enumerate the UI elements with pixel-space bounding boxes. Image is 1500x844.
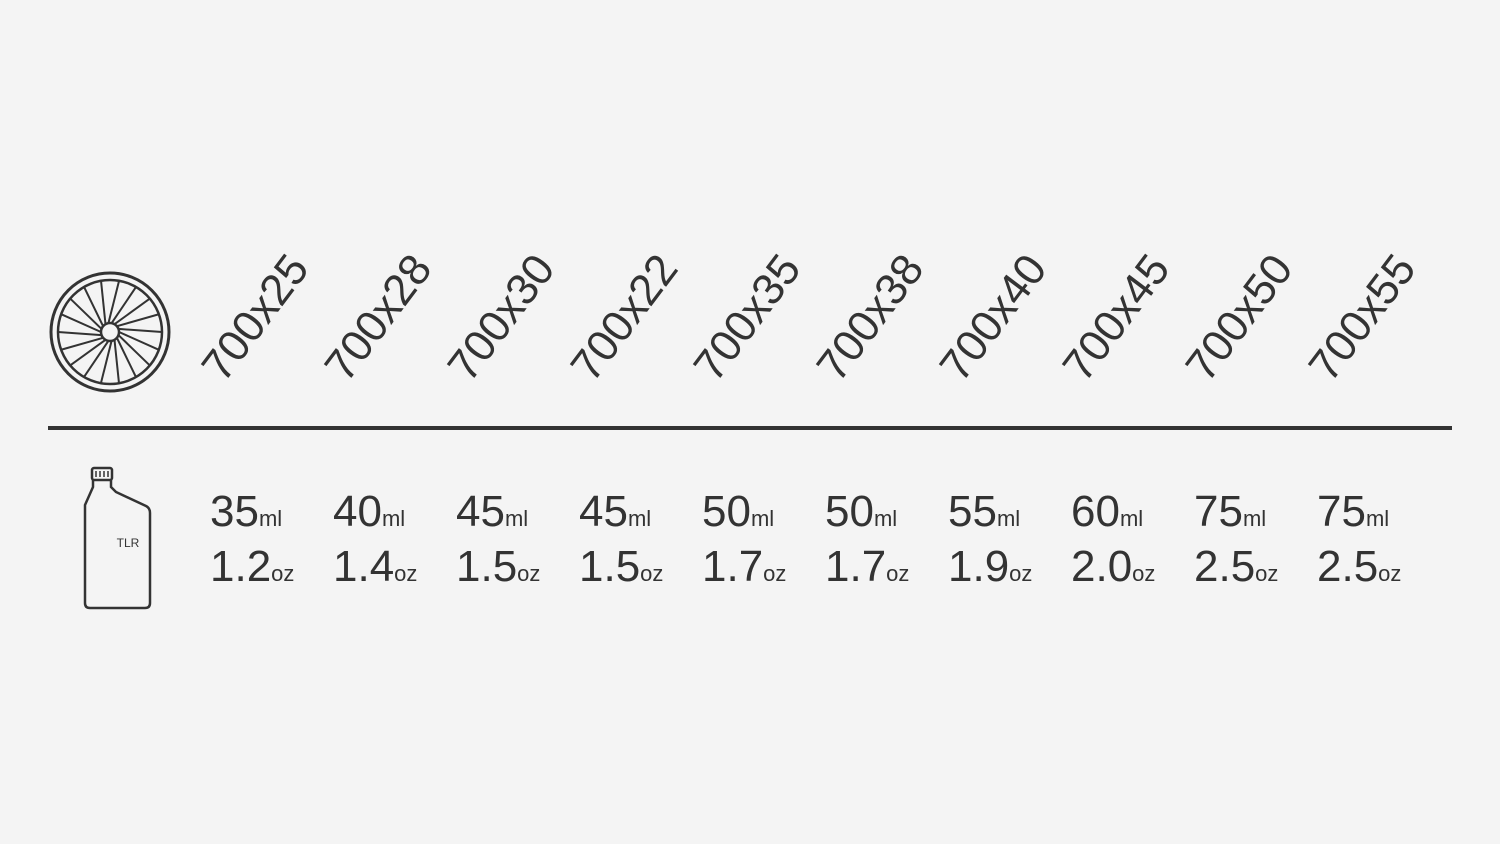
oz-value: 2.0: [1071, 542, 1133, 591]
ml-value: 45: [456, 487, 505, 536]
amount-ml: 35ml: [210, 490, 282, 534]
spoke: [69, 297, 103, 330]
amount-ml: 50ml: [825, 490, 897, 534]
spoke: [115, 337, 137, 378]
oz-value: 1.5: [579, 542, 641, 591]
sealant-bottle-icon: TLR: [83, 466, 152, 610]
ml-value: 35: [210, 487, 259, 536]
tire-size-label: 700x35: [684, 245, 811, 391]
oz-value: 1.9: [948, 542, 1010, 591]
amount-ml: 55ml: [948, 490, 1020, 534]
ml-value: 45: [579, 487, 628, 536]
spoke: [57, 330, 102, 337]
amount-oz: 1.7oz: [825, 545, 909, 589]
ml-unit: ml: [873, 506, 898, 531]
amount-oz: 1.5oz: [456, 545, 540, 589]
amount-ml: 45ml: [456, 490, 528, 534]
amount-ml: 75ml: [1194, 490, 1266, 534]
oz-unit: oz: [763, 561, 787, 586]
bottle-label: TLR: [117, 536, 140, 550]
spoke: [116, 313, 160, 328]
amount-ml: 75ml: [1317, 490, 1389, 534]
tire-size-label: 700x50: [1176, 245, 1303, 391]
amount-ml: 40ml: [333, 490, 405, 534]
spoke: [118, 327, 163, 334]
spoke: [60, 336, 104, 351]
amount-oz: 2.5oz: [1317, 545, 1401, 589]
ml-unit: ml: [504, 506, 529, 531]
ml-unit: ml: [258, 506, 283, 531]
amount-ml: 45ml: [579, 490, 651, 534]
ml-unit: ml: [750, 506, 775, 531]
spoke: [118, 331, 160, 351]
ml-value: 40: [333, 487, 382, 536]
amount-ml: 60ml: [1071, 490, 1143, 534]
amount-oz: 1.9oz: [948, 545, 1032, 589]
oz-unit: oz: [886, 561, 910, 586]
ml-value: 75: [1317, 487, 1366, 536]
ml-value: 75: [1194, 487, 1243, 536]
spoke: [99, 340, 113, 384]
divider-line: [48, 426, 1452, 430]
spoke: [107, 280, 121, 324]
spoke: [113, 339, 120, 384]
spoke: [83, 286, 105, 327]
spoke: [113, 297, 151, 326]
oz-unit: oz: [517, 561, 541, 586]
oz-unit: oz: [1255, 561, 1279, 586]
amount-oz: 2.0oz: [1071, 545, 1155, 589]
ml-unit: ml: [381, 506, 406, 531]
ml-unit: ml: [1365, 506, 1390, 531]
spoke: [100, 280, 107, 325]
amount-oz: 2.5oz: [1194, 545, 1278, 589]
tire-size-label: 700x38: [807, 245, 934, 391]
spoke: [69, 338, 107, 367]
oz-unit: oz: [1132, 561, 1156, 586]
amount-ml: 50ml: [702, 490, 774, 534]
ml-value: 60: [1071, 487, 1120, 536]
tire-size-label: 700x22: [561, 245, 688, 391]
amount-oz: 1.4oz: [333, 545, 417, 589]
ml-value: 50: [825, 487, 874, 536]
oz-unit: oz: [1009, 561, 1033, 586]
tire-size-label: 700x30: [438, 245, 565, 391]
tire-size-label: 700x40: [930, 245, 1057, 391]
tire-size-label: 700x45: [1053, 245, 1180, 391]
oz-unit: oz: [640, 561, 664, 586]
oz-unit: oz: [271, 561, 295, 586]
oz-unit: oz: [394, 561, 418, 586]
oz-value: 2.5: [1194, 542, 1256, 591]
ml-unit: ml: [627, 506, 652, 531]
spoke: [83, 340, 110, 378]
ml-unit: ml: [996, 506, 1021, 531]
ml-unit: ml: [1242, 506, 1267, 531]
ml-unit: ml: [1119, 506, 1144, 531]
spoke: [110, 286, 137, 324]
amount-oz: 1.5oz: [579, 545, 663, 589]
oz-value: 1.4: [333, 542, 395, 591]
amount-oz: 1.7oz: [702, 545, 786, 589]
bicycle-wheel-icon: [49, 271, 171, 393]
tire-size-label: 700x25: [192, 245, 319, 391]
spoke: [117, 334, 151, 367]
ml-value: 50: [702, 487, 751, 536]
tire-size-label: 700x28: [315, 245, 442, 391]
oz-value: 1.7: [702, 542, 764, 591]
spoke: [60, 313, 102, 333]
ml-value: 55: [948, 487, 997, 536]
oz-value: 1.5: [456, 542, 518, 591]
oz-value: 1.2: [210, 542, 272, 591]
tire-size-label: 700x55: [1299, 245, 1426, 391]
amount-oz: 1.2oz: [210, 545, 294, 589]
oz-value: 2.5: [1317, 542, 1379, 591]
oz-unit: oz: [1378, 561, 1402, 586]
oz-value: 1.7: [825, 542, 887, 591]
